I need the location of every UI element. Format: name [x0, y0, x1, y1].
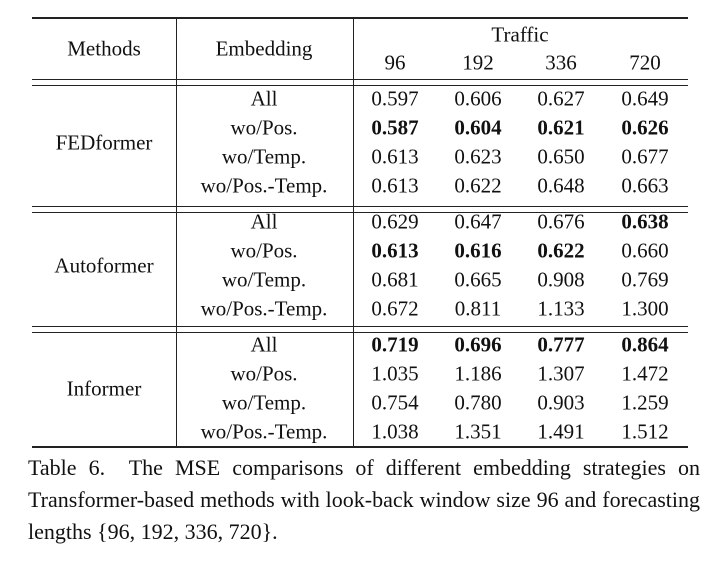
embedding-name: wo/Temp. [221, 144, 307, 169]
mse-value: 0.908 [537, 267, 585, 292]
caption-text: The MSE comparisons of different embeddi… [28, 455, 701, 544]
column-rule [353, 17, 354, 448]
mse-value: 0.777 [537, 332, 585, 357]
header-horizon: 336 [545, 50, 577, 75]
mse-value: 0.864 [621, 332, 669, 357]
rule [32, 79, 688, 80]
mse-value: 0.672 [371, 296, 419, 321]
embedding-name: wo/Pos. [230, 238, 298, 263]
rule [32, 326, 688, 327]
mse-value: 0.638 [621, 209, 669, 234]
mse-value: 0.754 [371, 390, 419, 415]
mse-value: 1.351 [454, 419, 502, 444]
mse-value: 1.512 [621, 419, 669, 444]
embedding-name: wo/Pos.-Temp. [200, 296, 328, 321]
method-name: Autoformer [54, 253, 154, 277]
mse-value: 0.616 [454, 238, 502, 263]
mse-value: 0.606 [454, 86, 502, 111]
mse-value: 0.780 [454, 390, 502, 415]
mse-value: 0.647 [454, 209, 502, 234]
mse-value: 0.719 [371, 332, 419, 357]
mse-value: 1.186 [454, 361, 502, 386]
embedding-name: wo/Pos.-Temp. [200, 419, 328, 444]
header-embedding: Embedding [215, 36, 313, 61]
embedding-name: wo/Temp. [221, 267, 307, 292]
mse-value: 0.650 [537, 144, 585, 169]
mse-value: 0.676 [537, 209, 585, 234]
header-methods: Methods [67, 36, 141, 61]
mse-value: 1.472 [621, 361, 669, 386]
mse-value: 0.627 [537, 86, 585, 111]
mse-value: 1.038 [371, 419, 419, 444]
method-name: Informer [66, 376, 142, 400]
method-name: FEDformer [55, 130, 153, 154]
mse-value: 0.622 [537, 238, 585, 263]
mse-value: 0.649 [621, 86, 669, 111]
mse-value: 0.648 [537, 173, 585, 198]
mse-value: 0.621 [537, 115, 585, 140]
mse-value: 0.604 [454, 115, 502, 140]
column-rule [176, 17, 177, 448]
embedding-name: wo/Pos. [230, 115, 298, 140]
mse-value: 0.629 [371, 209, 419, 234]
header-horizon: 96 [384, 50, 406, 75]
mse-value: 0.665 [454, 267, 502, 292]
top-rule [32, 17, 688, 19]
header-horizon: 720 [629, 50, 661, 75]
mse-value: 0.677 [621, 144, 669, 169]
mse-value: 0.626 [621, 115, 669, 140]
mse-value: 0.613 [371, 173, 419, 198]
embedding-name: wo/Pos.-Temp. [200, 173, 328, 198]
mse-value: 0.811 [454, 296, 502, 321]
header-horizon: 192 [462, 50, 494, 75]
header-dataset: Traffic [491, 22, 549, 47]
rule [32, 85, 688, 86]
mse-value: 1.259 [621, 390, 669, 415]
embedding-name: All [250, 86, 278, 111]
mse-value: 0.587 [371, 115, 419, 140]
embedding-name: wo/Pos. [230, 361, 298, 386]
mse-value: 0.663 [621, 173, 669, 198]
rule [32, 206, 688, 207]
mse-value: 0.613 [371, 238, 419, 263]
caption: Table 6. The MSE comparisons of differen… [28, 452, 700, 548]
mse-value: 0.903 [537, 390, 585, 415]
mse-value: 0.660 [621, 238, 669, 263]
rule [32, 332, 688, 333]
embedding-name: wo/Temp. [221, 390, 307, 415]
mse-value: 1.491 [537, 419, 585, 444]
embedding-name: All [250, 209, 278, 234]
mse-value: 0.696 [454, 332, 502, 357]
mse-value: 0.597 [371, 86, 419, 111]
mse-value: 1.307 [537, 361, 585, 386]
mse-value: 0.613 [371, 144, 419, 169]
mse-value: 0.622 [454, 173, 502, 198]
mse-value: 1.300 [621, 296, 669, 321]
mse-value: 1.133 [537, 296, 585, 321]
mse-value: 1.035 [371, 361, 419, 386]
embedding-name: All [250, 332, 278, 357]
caption-label: Table 6. [28, 455, 106, 480]
mse-value: 0.623 [454, 144, 502, 169]
rule [32, 212, 688, 213]
bottom-rule [32, 446, 688, 448]
mse-value: 0.681 [371, 267, 419, 292]
mse-value: 0.769 [621, 267, 669, 292]
